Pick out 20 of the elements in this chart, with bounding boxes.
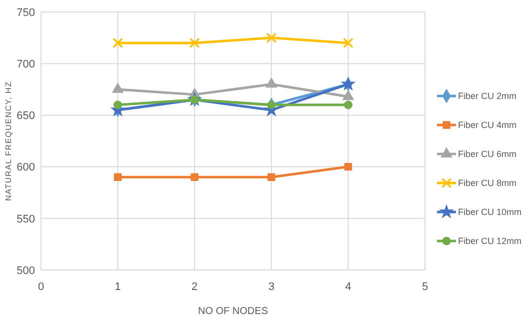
x-tick-label: 5: [422, 281, 428, 293]
y-tick-label: 550: [16, 213, 35, 226]
x-tick-label: 3: [268, 281, 274, 293]
x-tick-label: 2: [192, 281, 198, 293]
y-tick-label: 750: [16, 6, 35, 19]
y-tick-label: 700: [16, 58, 35, 70]
y-tick-label: 500: [16, 264, 35, 277]
legend-label: Fiber CU 2mm: [458, 91, 517, 102]
y-tick-label: 650: [16, 110, 35, 122]
y-axis-title: NATURAL FREQUENCY, HZ: [4, 81, 13, 201]
legend-label: Fiber CU 6mm: [458, 149, 517, 160]
x-tick-label: 1: [114, 281, 121, 293]
legend-label: Fiber CU 4mm: [458, 120, 517, 130]
legend-label: Fiber CU 12mm: [458, 236, 522, 246]
legend-label: Fiber CU 8mm: [458, 178, 517, 188]
x-tick-label: 0: [38, 281, 44, 293]
legend-label: Fiber CU 10mm: [458, 207, 522, 218]
y-tick-label: 600: [16, 162, 35, 174]
x-tick-label: 4: [345, 281, 352, 293]
x-axis-title: NO OF NODES: [198, 306, 268, 317]
